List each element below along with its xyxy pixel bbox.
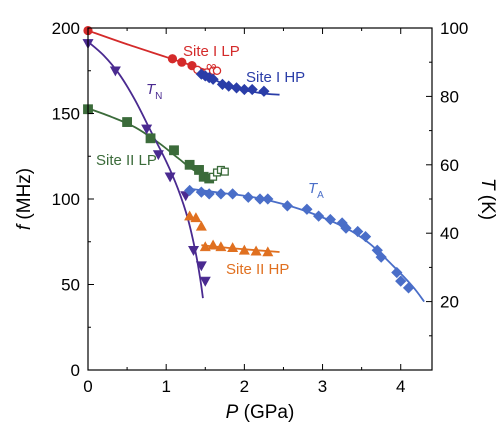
point-t-a <box>227 188 239 200</box>
point-t-a <box>262 193 274 205</box>
point-site-ii-hp <box>184 210 196 221</box>
point-t-a <box>184 184 196 197</box>
point-t-a <box>352 225 364 238</box>
point-t-a <box>195 186 207 198</box>
point-t-a <box>402 282 415 294</box>
x-axis-title: P (GPa) <box>226 402 295 423</box>
point-t-a <box>301 203 313 215</box>
label-t-n: TN <box>146 81 162 102</box>
point-site-i-hp <box>230 82 243 94</box>
point-site-i-lp <box>177 57 187 67</box>
point-t-n <box>164 172 176 183</box>
point-site-ii-lp <box>145 133 156 144</box>
label-site-ii-lp: Site II LP <box>96 152 157 169</box>
x-tick-label: 4 <box>396 377 405 396</box>
point-site-ii-hp <box>195 220 207 231</box>
y-right-tick-label: 80 <box>440 87 459 106</box>
y-right-tick-label: 40 <box>440 224 459 243</box>
y-right-axis-title: T (K) <box>477 178 498 220</box>
point-site-ii-hp <box>227 242 239 253</box>
point-site-ii-hp <box>199 241 211 252</box>
point-t-a <box>203 188 215 200</box>
open-point-site-ii-lp <box>220 167 229 176</box>
x-tick-label: 3 <box>318 377 327 396</box>
y-right-tick-label: 20 <box>440 293 459 312</box>
point-t-a <box>395 275 407 287</box>
y-left-axis-title: f (MHz) <box>14 168 35 230</box>
open-point-site-i-lp <box>212 66 222 76</box>
x-tick-label: 1 <box>161 377 170 396</box>
y-left-tick-label: 50 <box>61 276 80 295</box>
point-site-ii-lp <box>169 145 179 156</box>
label-t-a: TA <box>308 180 324 201</box>
point-t-n <box>109 66 121 77</box>
x-tick-label: 0 <box>83 377 92 396</box>
point-t-n <box>141 124 153 135</box>
point-t-a <box>324 213 336 226</box>
point-site-ii-lp <box>184 159 195 170</box>
label-open-circles: ∞ <box>206 58 217 75</box>
point-site-ii-hp <box>250 245 262 256</box>
point-t-a <box>254 193 266 205</box>
point-t-a <box>391 266 403 279</box>
y-right-tick-label: 100 <box>440 19 468 38</box>
point-t-n <box>152 150 164 161</box>
point-t-a <box>281 200 293 212</box>
point-site-i-hp <box>238 83 250 96</box>
y-left-tick-label: 0 <box>71 361 80 380</box>
fit-line-site-ii-lp <box>87 107 210 177</box>
point-t-a <box>359 230 372 243</box>
y-right-tick-label: 60 <box>440 156 459 175</box>
point-t-a <box>375 251 387 263</box>
point-site-ii-lp <box>122 117 132 127</box>
y-left-tick-label: 100 <box>52 190 80 209</box>
x-tick-label: 2 <box>240 377 249 396</box>
point-t-a <box>313 210 325 222</box>
data-markers <box>82 25 415 294</box>
label-site-i-lp: Site I LP <box>183 43 240 60</box>
y-left-tick-label: 200 <box>52 19 80 38</box>
point-site-i-hp <box>246 83 258 96</box>
point-site-ii-hp <box>190 212 202 223</box>
point-site-i-hp <box>207 73 219 85</box>
point-site-ii-hp <box>238 244 250 255</box>
point-t-n <box>188 246 200 256</box>
point-t-n <box>199 276 211 287</box>
label-site-i-hp: Site I HP <box>246 69 305 86</box>
y-left-tick-label: 150 <box>52 105 80 124</box>
point-site-i-lp <box>167 54 178 64</box>
point-t-n <box>195 261 207 272</box>
label-site-ii-hp: Site II HP <box>226 261 289 278</box>
point-site-i-hp <box>258 85 270 97</box>
point-site-i-hp <box>223 80 235 92</box>
point-t-a <box>242 191 254 203</box>
point-site-ii-hp <box>215 241 227 252</box>
point-t-a <box>215 188 227 200</box>
point-site-ii-hp <box>262 246 274 257</box>
point-t-a <box>340 222 352 234</box>
point-site-ii-hp <box>207 239 219 250</box>
